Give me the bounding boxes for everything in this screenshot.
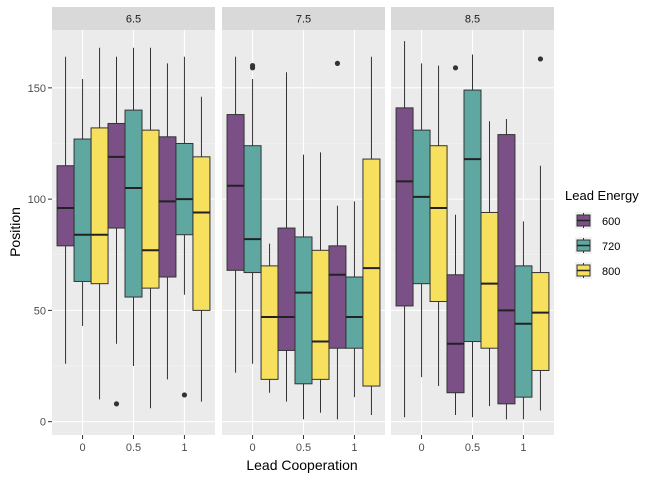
x-tick-label: 0.5 <box>126 442 141 454</box>
x-tick-label: 1 <box>351 442 357 454</box>
box-outlier <box>334 60 341 66</box>
facet-panel-8.5: 8.5 <box>391 7 554 435</box>
legend-label: 600 <box>602 216 620 228</box>
box-7.5-0.5-800 <box>311 152 330 413</box>
box-body <box>463 89 482 343</box>
facet-panel-7.5: 7.5 <box>222 7 385 435</box>
box-body <box>514 265 533 398</box>
x-tick-label: 0 <box>80 442 86 454</box>
box-body <box>158 136 177 278</box>
legend-label: 720 <box>602 241 620 253</box>
box-body <box>260 265 279 380</box>
legend: Lead Energy 600 720 800 <box>565 188 639 279</box>
facet-panels: 6.5 7.5 8.5 <box>52 7 554 435</box>
box-body <box>429 145 448 302</box>
box-body <box>73 138 92 282</box>
y-axis-title: Position <box>7 207 23 257</box>
y-tick-label: 150 <box>28 83 46 95</box>
box-outlier <box>537 56 544 62</box>
box-outlier <box>181 392 188 398</box>
box-8.5-1-800 <box>531 56 550 411</box>
facet-strip <box>391 7 554 30</box>
legend-item-800: 800 <box>575 262 620 279</box>
y-axis: 0 50 100 150 <box>28 83 52 429</box>
box-6.5-0.5-720 <box>124 47 143 367</box>
box-7.5-1-600 <box>328 60 347 420</box>
box-body <box>294 236 313 385</box>
box-body <box>90 127 109 285</box>
box-6.5-1-800 <box>192 96 211 402</box>
box-body <box>345 276 364 349</box>
facet-strip <box>222 7 385 30</box>
y-tick-label: 50 <box>34 305 46 317</box>
box-7.5-1-800 <box>362 56 381 415</box>
y-tick-label: 100 <box>28 194 46 206</box>
box-6.5-0.5-800 <box>141 47 160 409</box>
box-body <box>362 158 381 387</box>
x-tick-label: 1 <box>181 442 187 454</box>
box-8.5-0-800 <box>429 65 448 387</box>
box-8.5-1-600 <box>497 119 516 420</box>
box-body <box>412 129 431 285</box>
box-body <box>107 122 126 229</box>
box-6.5-0.5-600 <box>107 56 126 407</box>
facet-strip-label: 7.5 <box>296 14 311 26</box>
legend-item-720: 720 <box>575 237 620 254</box>
box-outlier <box>113 401 120 407</box>
box-body <box>480 211 499 349</box>
box-8.5-0.5-800 <box>480 121 499 407</box>
box-7.5-1-720 <box>345 201 364 398</box>
box-body <box>243 145 262 274</box>
box-6.5-0-800 <box>90 47 109 400</box>
box-body <box>141 129 160 289</box>
box-body <box>56 165 75 247</box>
box-7.5-0-720 <box>243 63 262 364</box>
x-tick-label: 0.5 <box>296 442 311 454</box>
box-body <box>395 107 414 307</box>
box-body <box>531 272 550 371</box>
x-tick-label: 0.5 <box>465 442 480 454</box>
x-tick-label: 0 <box>250 442 256 454</box>
box-body <box>124 109 143 298</box>
box-body <box>192 156 211 311</box>
box-outlier <box>452 65 459 71</box>
facet-strip-label: 8.5 <box>465 14 480 26</box>
box-7.5-0.5-720 <box>294 154 313 420</box>
box-body <box>497 134 516 405</box>
box-8.5-0-600 <box>395 41 414 418</box>
box-body <box>277 227 296 351</box>
facet-strip <box>52 7 215 30</box>
box-body <box>175 142 194 236</box>
legend-title: Lead Energy <box>565 188 639 203</box>
box-7.5-0-800 <box>260 243 279 393</box>
box-body <box>311 249 330 380</box>
box-body <box>446 274 465 394</box>
y-tick-label: 0 <box>40 417 46 429</box>
facet-panel-6.5: 6.5 <box>52 7 215 435</box>
x-tick-label: 0 <box>419 442 425 454</box>
x-tick-label: 1 <box>520 442 526 454</box>
x-axis-title: Lead Cooperation <box>246 457 357 473</box>
x-axis: 0 0.5 1 0 0.5 1 0 0.5 1 <box>80 435 527 454</box>
facet-strip-label: 6.5 <box>126 14 141 26</box>
legend-item-600: 600 <box>575 212 620 229</box>
legend-label: 800 <box>602 266 620 278</box>
box-body <box>226 114 245 271</box>
box-6.5-1-720 <box>175 56 194 398</box>
box-body <box>328 245 347 349</box>
box-outlier <box>249 63 256 69</box>
